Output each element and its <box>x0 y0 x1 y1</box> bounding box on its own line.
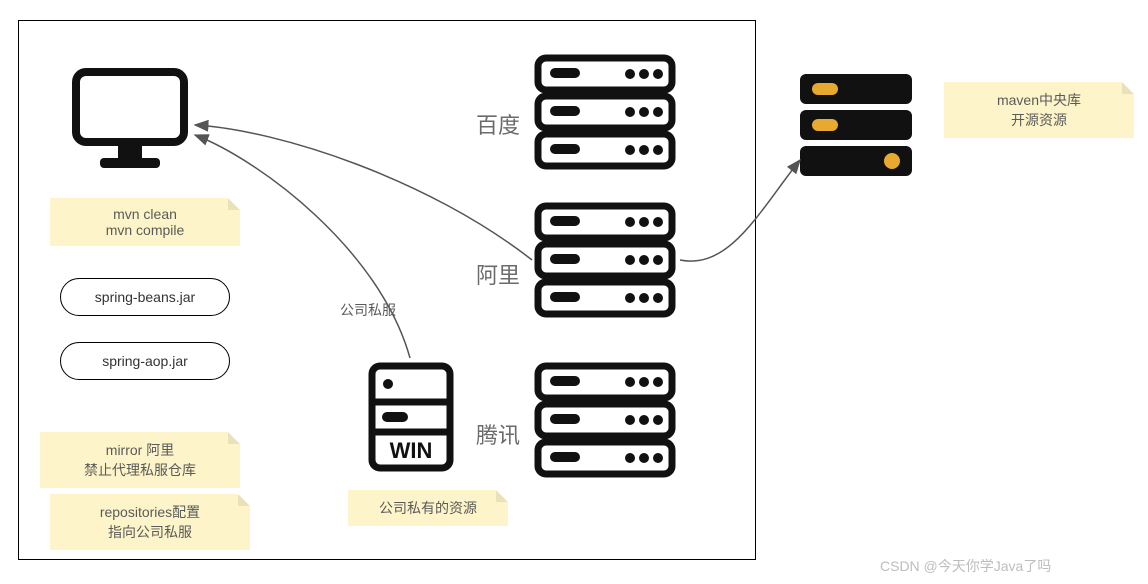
note-central-line1: maven中央库 <box>956 90 1122 110</box>
label-company-private: 公司私服 <box>340 300 396 320</box>
label-baidu: 百度 <box>476 108 520 140</box>
note-mirror-line2: 禁止代理私服仓库 <box>52 460 228 480</box>
arrow-ali-to-central <box>680 160 800 261</box>
label-ali: 阿里 <box>476 258 520 290</box>
note-mirror-line1: mirror 阿里 <box>52 440 228 460</box>
pill-spring-aop: spring-aop.jar <box>60 342 230 380</box>
arrow-ali-to-monitor <box>195 125 532 260</box>
watermark: CSDN @今天你学Java了吗 <box>880 556 1051 576</box>
label-tencent: 腾讯 <box>476 418 520 450</box>
note-mvn: mvn clean mvn compile <box>50 198 240 246</box>
note-repos-line1: repositories配置 <box>62 502 238 522</box>
note-repos: repositories配置 指向公司私服 <box>50 494 250 550</box>
arrow-win-to-monitor <box>195 135 410 358</box>
note-private-line1: 公司私有的资源 <box>360 498 496 518</box>
diagram-canvas: WIN mvn clean mvn compile mirror 阿里 禁止代理… <box>0 0 1148 584</box>
note-central-line2: 开源资源 <box>956 110 1122 130</box>
note-private: 公司私有的资源 <box>348 490 508 526</box>
note-central: maven中央库 开源资源 <box>944 82 1134 138</box>
note-mirror: mirror 阿里 禁止代理私服仓库 <box>40 432 240 488</box>
note-repos-line2: 指向公司私服 <box>62 522 238 542</box>
note-mvn-line2: mvn compile <box>62 222 228 238</box>
note-mvn-line1: mvn clean <box>62 206 228 222</box>
pill-spring-beans: spring-beans.jar <box>60 278 230 316</box>
